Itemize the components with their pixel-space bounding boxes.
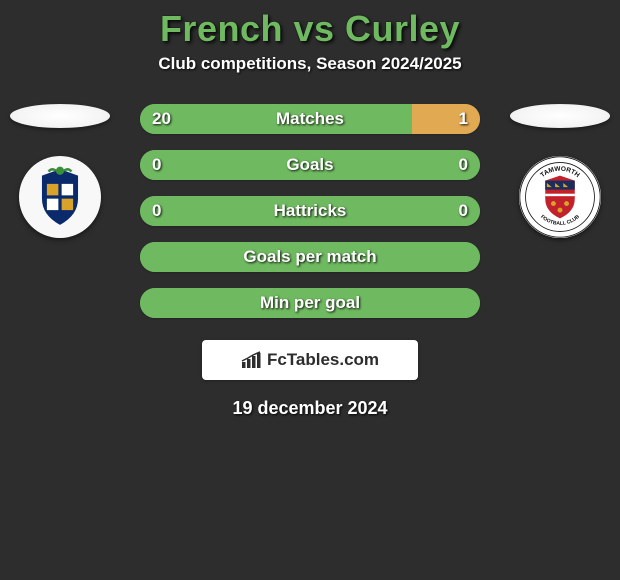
stat-bar: Hattricks0 0	[140, 196, 480, 226]
bar-value-left: 0	[152, 150, 161, 180]
right-team-crest: TAMWORTH FOOTBALL CLUB	[519, 156, 601, 238]
comparison-area: TAMWORTH FOOTBALL CLUB Matches	[0, 104, 620, 318]
right-team-column: TAMWORTH FOOTBALL CLUB	[510, 104, 610, 238]
bar-chart-icon	[241, 351, 263, 369]
attribution-badge: FcTables.com	[202, 340, 418, 380]
attribution-text: FcTables.com	[267, 350, 379, 370]
left-team-column	[10, 104, 110, 238]
bar-value-left: 20	[152, 104, 171, 134]
page-title: French vs Curley	[0, 8, 620, 50]
stat-bar: Goals0 0	[140, 150, 480, 180]
bar-label: Goals	[140, 150, 480, 180]
stat-bar: Min per goal	[140, 288, 480, 318]
stat-bars: Matches201Goals00Hattricks00Goals per ma…	[140, 104, 480, 318]
bar-value-left: 0	[152, 196, 161, 226]
comparison-infographic: French vs Curley Club competitions, Seas…	[0, 0, 620, 419]
bar-label: Hattricks	[140, 196, 480, 226]
bar-label: Min per goal	[140, 288, 480, 318]
bar-label: Matches	[140, 104, 480, 134]
stat-bar: Goals per match	[140, 242, 480, 272]
bar-value-right: 0	[459, 150, 468, 180]
right-team-disc	[510, 104, 610, 128]
bar-label: Goals per match	[140, 242, 480, 272]
subtitle: Club competitions, Season 2024/2025	[0, 54, 620, 74]
bar-value-right: 0	[459, 196, 468, 226]
date-text: 19 december 2024	[0, 398, 620, 419]
tamworth-crest-icon: TAMWORTH FOOTBALL CLUB	[519, 156, 601, 238]
bar-value-right: 1	[459, 104, 468, 134]
sutton-united-crest-icon	[19, 156, 101, 238]
stat-bar: Matches20 1	[140, 104, 480, 134]
left-team-crest	[19, 156, 101, 238]
left-team-disc	[10, 104, 110, 128]
